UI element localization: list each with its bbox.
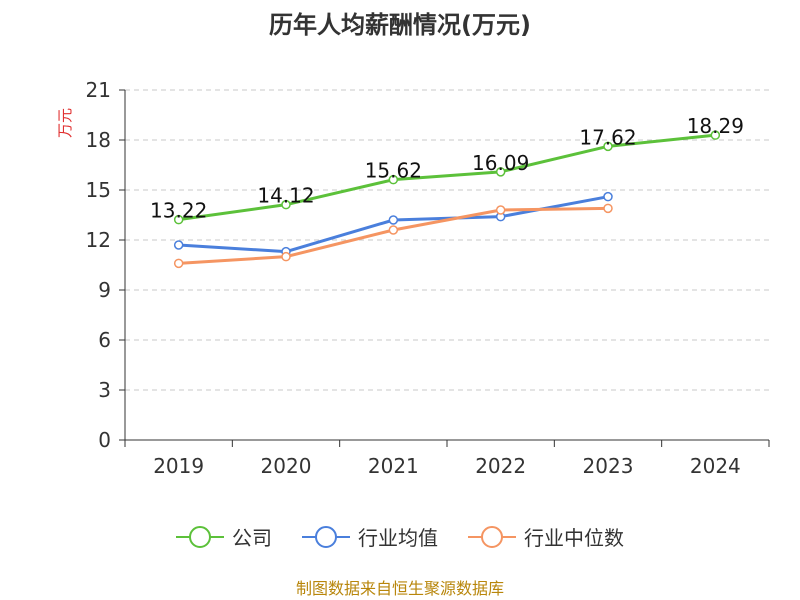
legend-swatch-marker bbox=[189, 526, 211, 548]
x-tick-label: 2024 bbox=[690, 454, 741, 478]
series-line bbox=[178, 133, 716, 222]
series-layer bbox=[173, 130, 721, 269]
legend-label: 公司 bbox=[232, 526, 272, 550]
legend: 公司 行业均值 行业中位数 bbox=[176, 526, 624, 550]
axes: 0 3 6 9 12 15 18 21 2019 2020 2021 2022 2023 2024 bbox=[86, 78, 770, 478]
data-label: 18.29 bbox=[687, 114, 744, 138]
series-1 bbox=[173, 191, 613, 257]
data-point bbox=[281, 251, 291, 262]
data-point bbox=[281, 199, 291, 210]
data-point bbox=[495, 205, 506, 215]
legend-swatch-marker bbox=[481, 526, 503, 548]
legend-swatch-marker bbox=[315, 526, 337, 548]
legend-label: 行业中位数 bbox=[524, 526, 624, 550]
x-tick-label: 2020 bbox=[261, 454, 312, 478]
data-point bbox=[603, 141, 613, 152]
x-tick-label: 2019 bbox=[153, 454, 204, 478]
x-tick-label: 2021 bbox=[368, 454, 419, 478]
data-point bbox=[173, 214, 184, 225]
chart-title: 历年人均薪酬情况(万元) bbox=[269, 11, 531, 39]
x-tick-label: 2023 bbox=[583, 454, 634, 478]
data-point bbox=[710, 130, 721, 140]
data-point bbox=[495, 167, 506, 177]
y-tick-label: 12 bbox=[86, 228, 111, 252]
legend-item: 行业均值 bbox=[302, 526, 438, 550]
data-labels: 13.22 14.12 15.62 16.09 17.62 18.29 bbox=[150, 114, 744, 223]
series-0 bbox=[173, 130, 721, 225]
data-label: 14.12 bbox=[257, 184, 314, 208]
data-point bbox=[388, 215, 399, 225]
y-tick-label: 18 bbox=[86, 128, 111, 152]
source-note: 制图数据来自恒生聚源数据库 bbox=[296, 579, 504, 598]
data-point bbox=[603, 203, 613, 214]
data-label: 16.09 bbox=[472, 151, 529, 175]
data-label: 17.62 bbox=[579, 125, 636, 149]
legend-label: 行业均值 bbox=[358, 526, 438, 550]
data-point bbox=[388, 225, 399, 235]
legend-item: 公司 bbox=[176, 526, 272, 550]
y-tick-label: 9 bbox=[98, 278, 111, 302]
y-tick-label: 21 bbox=[86, 78, 111, 102]
y-tick-label: 0 bbox=[98, 428, 111, 452]
series-2 bbox=[173, 203, 613, 269]
data-point bbox=[173, 240, 184, 250]
y-tick-label: 15 bbox=[86, 178, 111, 202]
grid-lines bbox=[125, 89, 769, 391]
y-tick-label: 3 bbox=[98, 378, 111, 402]
x-tick-label: 2022 bbox=[475, 454, 526, 478]
data-point bbox=[603, 191, 613, 202]
data-label: 13.22 bbox=[150, 199, 207, 223]
y-axis-label: 万元 bbox=[56, 108, 74, 138]
data-point bbox=[388, 174, 399, 185]
data-label: 15.62 bbox=[365, 159, 422, 183]
data-point bbox=[173, 258, 184, 269]
y-tick-label: 6 bbox=[98, 328, 111, 352]
legend-item: 行业中位数 bbox=[468, 526, 624, 550]
